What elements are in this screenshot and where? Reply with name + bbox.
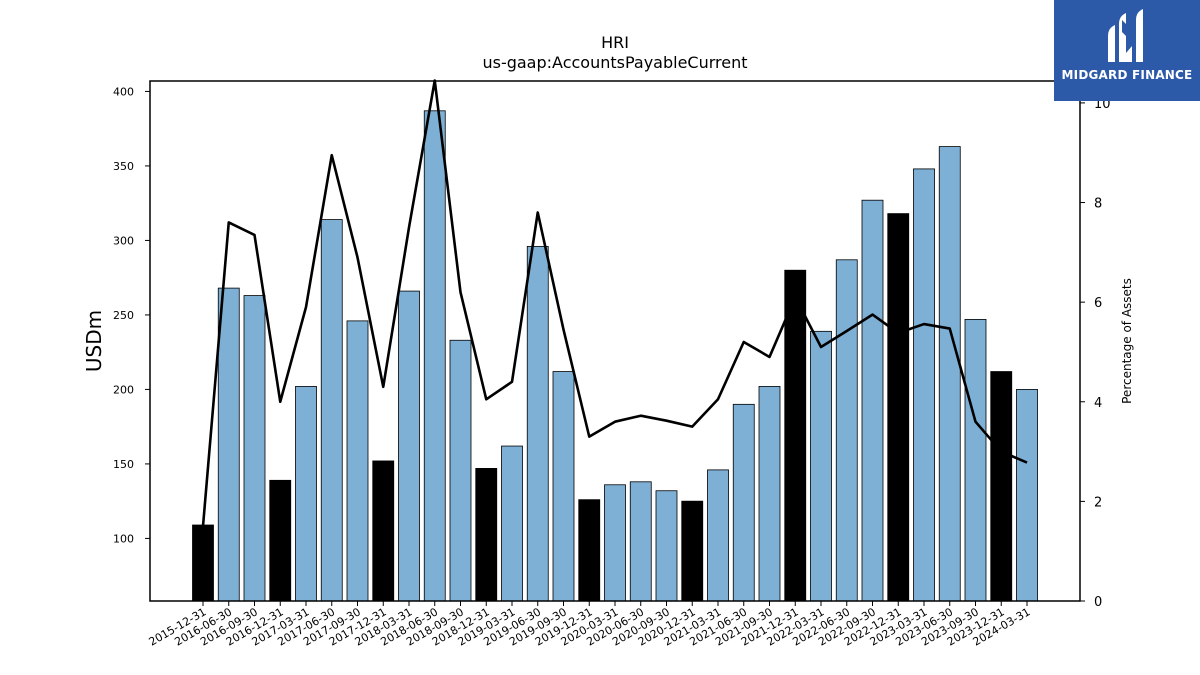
bar <box>320 219 343 602</box>
y2-tick-label: 6 <box>1094 296 1102 311</box>
bar <box>1016 389 1038 602</box>
bar <box>707 469 729 602</box>
bar <box>810 330 832 602</box>
bar <box>629 481 652 602</box>
chart-subtitle: us-gaap:AccountsPayableCurrent <box>482 53 747 72</box>
y-tick-label: 300 <box>113 234 134 247</box>
bar <box>217 287 240 602</box>
y-tick-label: 200 <box>113 383 134 396</box>
logo-text: MIDGARD FINANCE <box>1061 68 1193 82</box>
bar <box>964 318 987 602</box>
bar <box>758 386 781 602</box>
bar <box>784 269 807 602</box>
bar <box>398 290 420 602</box>
logo-mark-icon <box>1108 9 1143 62</box>
bar <box>449 339 472 602</box>
plot-area: 10015020025030035040002468102015-12-3120… <box>113 79 1111 649</box>
bar <box>578 499 601 602</box>
series-line-percentage <box>201 79 1028 527</box>
y2-tick-label: 8 <box>1094 197 1102 212</box>
bar <box>346 320 369 602</box>
y2-tick-label: 2 <box>1094 495 1102 510</box>
midgard-finance-logo: MIDGARD FINANCE <box>1054 0 1200 101</box>
bar <box>372 460 395 602</box>
bar <box>655 490 678 602</box>
bar <box>192 524 214 602</box>
bar <box>526 245 549 602</box>
y2-axis-label: Percentage of Assets <box>1120 278 1134 404</box>
y-tick-label: 100 <box>113 532 134 545</box>
bar <box>938 146 961 602</box>
y-axis-label: USDm <box>82 310 106 372</box>
bar <box>681 500 704 602</box>
y-tick-label: 150 <box>113 458 134 471</box>
bar <box>835 259 858 602</box>
bar <box>861 199 884 602</box>
y2-tick-label: 4 <box>1094 396 1102 411</box>
y2-tick-label: 0 <box>1094 595 1102 610</box>
bar <box>990 371 1013 602</box>
y-tick-label: 350 <box>113 160 134 173</box>
bar <box>913 168 935 602</box>
bar <box>243 295 266 602</box>
bar <box>475 467 498 602</box>
y-tick-label: 250 <box>113 309 134 322</box>
bar <box>501 445 523 602</box>
y-tick-label: 400 <box>113 85 134 98</box>
bar <box>887 213 910 602</box>
bar <box>269 479 292 602</box>
chart-title: HRI <box>601 33 629 52</box>
bar <box>604 484 626 602</box>
bar <box>423 110 446 602</box>
bar <box>295 386 317 602</box>
bar <box>552 371 575 602</box>
bar <box>732 403 755 602</box>
